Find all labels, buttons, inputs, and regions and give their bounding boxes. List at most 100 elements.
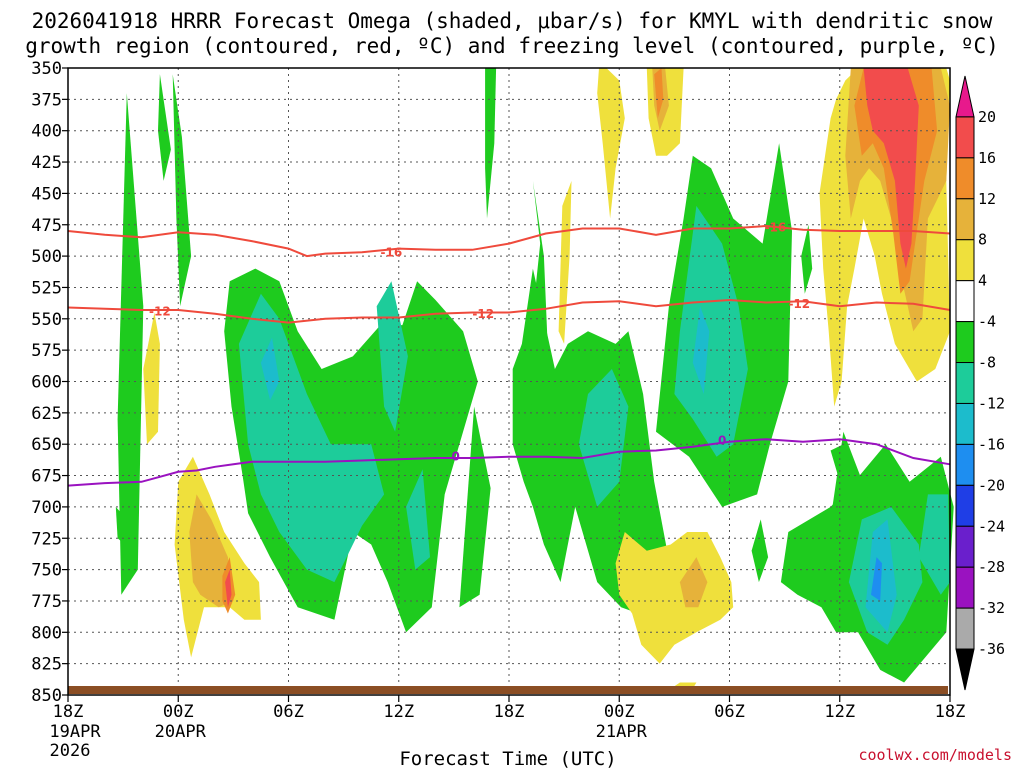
colorbar-label: 8 [978,231,987,249]
colorbar-label: 16 [978,149,996,167]
omega-region-10 [830,444,851,482]
omega-region-31 [597,68,625,219]
y-tick-label: 350 [31,59,62,79]
colorbar-label: -20 [978,476,1005,494]
colorbar-label: 12 [978,190,996,208]
y-tick-label: 375 [31,90,62,110]
x-axis-title: Forecast Time (UTC) [399,748,616,768]
y-tick-label: 700 [31,498,62,518]
y-tick-label: 725 [31,529,62,549]
colorbar-swatch [955,607,975,650]
colorbar-swatch [955,525,975,568]
colorbar-swatch [955,443,975,486]
omega-region-20 [578,369,629,507]
contour-lines: -16 -12 0 -12 -12 -16 0 [67,220,951,487]
colorbar-label: 4 [978,272,987,290]
colorbar-top-triangle [955,75,975,118]
y-axis: 350 375 400 425 450 475 500 525 550 575 600 625 650 6… [31,59,68,706]
omega-region-26 [260,337,280,401]
omega-region-44 [225,569,232,608]
omega-region-38 [679,557,708,608]
omega-region-2 [158,74,171,181]
colorbar-bottom-triangle [955,648,975,691]
colorbar-label: -32 [978,599,1005,617]
contour-dendritic-minus-16 [67,224,951,258]
colorbar-swatch [955,362,975,404]
y-tick-label: 600 [31,373,62,393]
contour-label: -12 [149,304,171,318]
plot-area: -16 -12 0 -12 -12 -16 0 350 375 400 425 450 475 500 5… [31,59,965,761]
y-tick-label: 800 [31,623,62,643]
colorbar-swatch [955,198,975,241]
x-tick-label: 06Z [714,702,745,722]
grid-lines [68,67,950,696]
colorbar-swatch [955,239,975,282]
y-tick-label: 425 [31,153,62,173]
colorbar-swatch [955,157,975,200]
terrain-surface-bar [68,686,948,694]
colorbar-swatch [955,321,975,364]
omega-region-15 [801,224,813,294]
x-tick-label: 06Z [273,702,304,722]
colorbar-label: 20 [978,108,996,126]
omega-region-33 [615,532,734,664]
x-tick-label: 12Z [824,702,855,722]
colorbar-swatch [955,280,975,323]
y-tick-label: 500 [31,247,62,267]
omega-region-1 [172,74,192,307]
x-tick-label: 00Z [163,702,194,722]
x-tick-label: 12Z [383,702,414,722]
contour-label: -16 [765,220,787,234]
colorbar-label: -8 [978,354,996,372]
omega-region-41 [654,68,664,119]
chart-title-line-2: growth region (contoured, red, ºC) and f… [25,34,999,58]
omega-region-43 [863,68,919,269]
x-tick-label: 18Z [935,702,966,722]
y-tick-label: 525 [31,278,62,298]
y-tick-label: 400 [31,122,62,142]
colorbar-label: -24 [978,517,1005,535]
credit-text: coolwx.com/models [858,746,1012,764]
contour-label: -16 [381,245,403,259]
contour-label: -12 [788,297,810,311]
x-tick-label: 18Z [494,702,525,722]
x-tick-label: 00Z [604,702,635,722]
chart-title-line-1: 2026041918 HRRR Forecast Omega (shaded, … [32,9,993,33]
omega-region-28 [143,312,160,445]
colorbar-label: -12 [978,394,1005,412]
colorbar-swatch [955,116,975,159]
contour-label: -12 [472,307,494,321]
y-tick-label: 825 [31,655,62,675]
omega-region-27 [692,306,710,394]
omega-region-30 [558,180,572,344]
omega-region-0 [117,93,144,595]
y-tick-label: 475 [31,216,62,236]
omega-shading [115,68,954,689]
omega-region-36 [189,494,234,608]
colorbar-swatch [955,402,975,445]
y-tick-label: 550 [31,310,62,330]
y-tick-label: 650 [31,435,62,455]
y-tick-label: 675 [31,467,62,487]
omega-region-19 [406,469,430,570]
contour-freezing-level-0 [67,438,951,487]
colorbar-label: -36 [978,640,1005,658]
contour-dendritic-minus-12 [67,298,951,324]
omega-region-3 [115,506,127,545]
y-tick-label: 625 [31,404,62,424]
contour-label: 0 [452,450,460,464]
omega-region-18 [376,281,408,432]
x-tick-label: 18Z [53,702,84,722]
x-tick-date-label: 19APR [49,722,101,742]
omega-region-13 [751,519,769,583]
colorbar: 20 16 12 8 4 -4 -8 -12 -16 -20 -24 -28 -32 -36 [955,75,1005,691]
colorbar-swatch [955,484,975,527]
x-tick-date-label: 20APR [155,722,207,742]
colorbar-label: -16 [978,435,1005,453]
y-tick-label: 575 [31,341,62,361]
contour-label: 0 [718,433,726,447]
colorbar-label: -28 [978,558,1005,576]
omega-region-11 [485,68,497,219]
y-tick-label: 775 [31,592,62,612]
